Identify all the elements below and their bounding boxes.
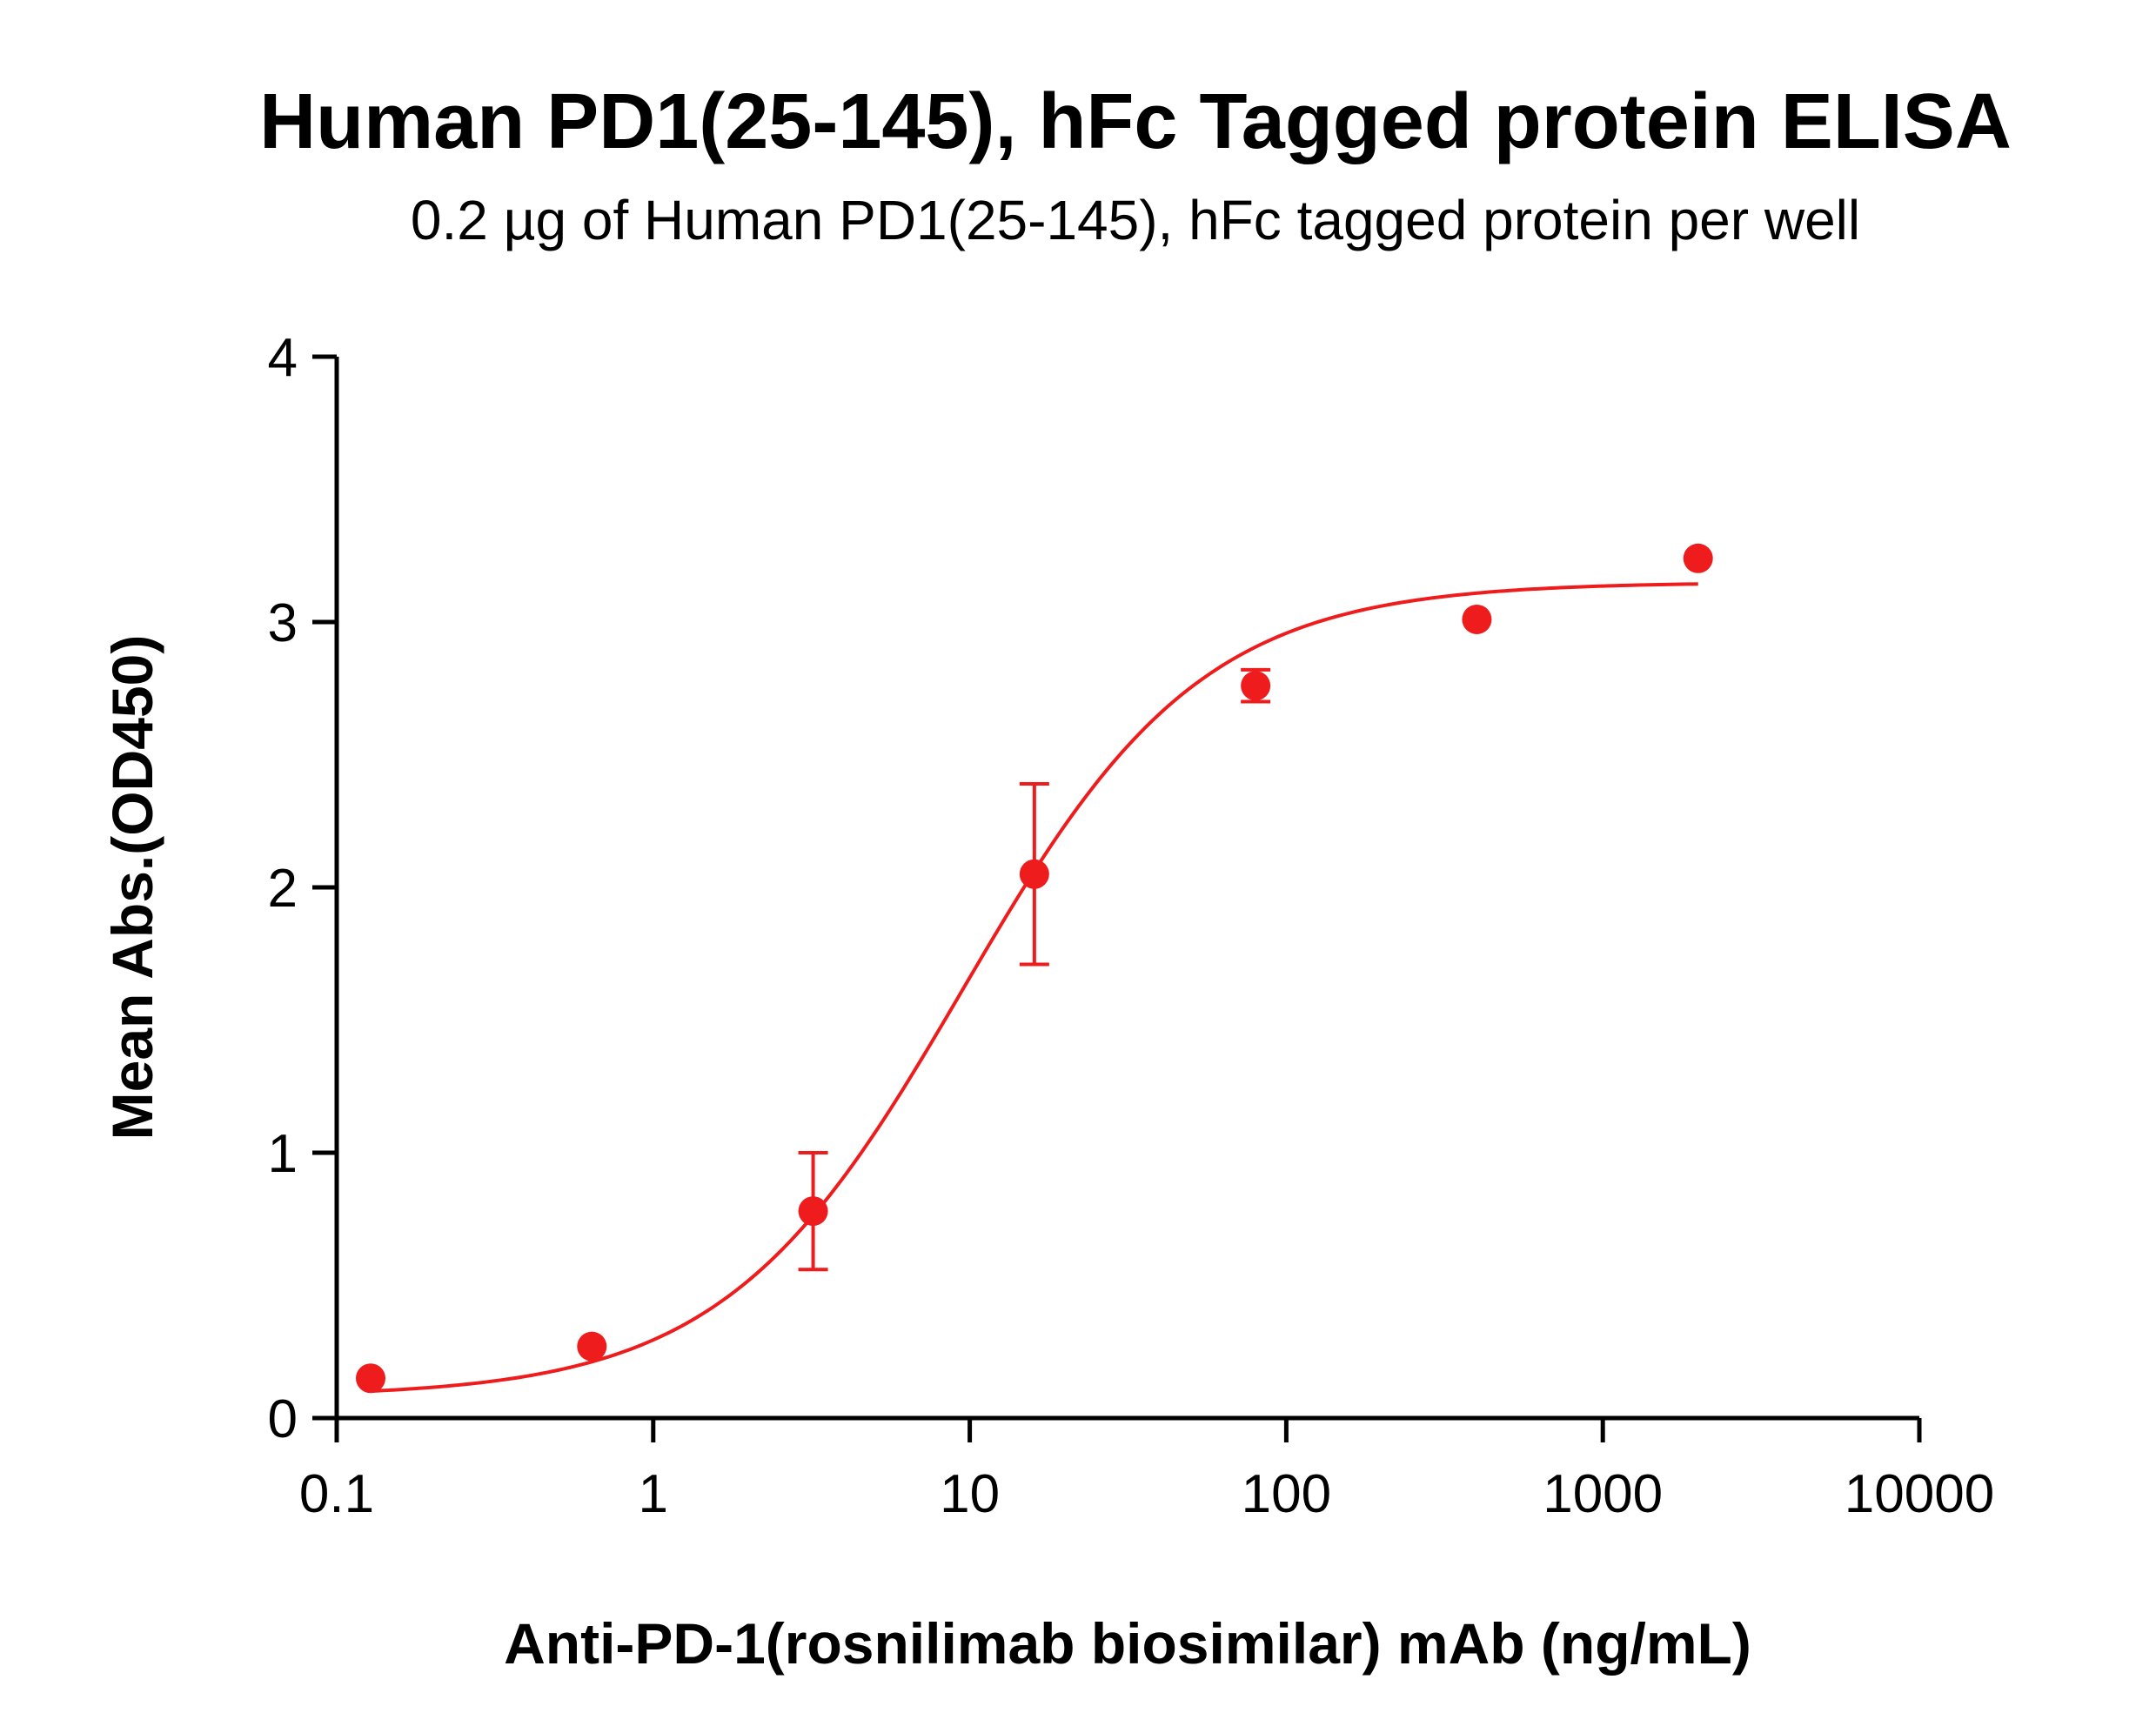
fit-curve-layer	[370, 582, 1698, 1394]
data-point	[1462, 604, 1492, 634]
y-tick-label: 4	[268, 328, 298, 388]
fit-curve	[370, 582, 1698, 1394]
x-tick-label: 10	[940, 1464, 1000, 1524]
x-axis-label: Anti-PD-1(rosnilimab biosimilar) mAb (ng…	[504, 1611, 1751, 1676]
y-tick-label: 2	[268, 859, 298, 919]
y-tick-label: 1	[268, 1124, 298, 1184]
data-point	[356, 1363, 386, 1394]
axes	[334, 357, 1919, 1421]
x-tick-label: 10000	[1845, 1464, 1994, 1524]
chart-subtitle: 0.2 µg of Human PD1(25-145), hFc tagged …	[411, 189, 1860, 251]
data-points-layer	[356, 543, 1713, 1394]
x-ticks: 0.1 1 10 100 1000 10000	[299, 1418, 1994, 1524]
y-ticks: 0 1 2 3 4	[268, 328, 337, 1449]
y-tick-label: 0	[268, 1389, 298, 1449]
x-tick-label: 1000	[1543, 1464, 1663, 1524]
x-tick-label: 0.1	[299, 1464, 374, 1524]
chart-title: Human PD1(25-145), hFc Tagged protein EL…	[259, 78, 2012, 165]
data-point	[1241, 671, 1271, 701]
y-tick-label: 3	[268, 593, 298, 653]
data-point	[577, 1331, 607, 1362]
y-axis-label: Mean Abs.(OD450)	[100, 635, 164, 1141]
data-point	[1683, 543, 1713, 573]
data-point	[1019, 859, 1049, 889]
data-point	[798, 1196, 828, 1227]
x-tick-label: 100	[1242, 1464, 1331, 1524]
x-tick-label: 1	[639, 1464, 668, 1524]
